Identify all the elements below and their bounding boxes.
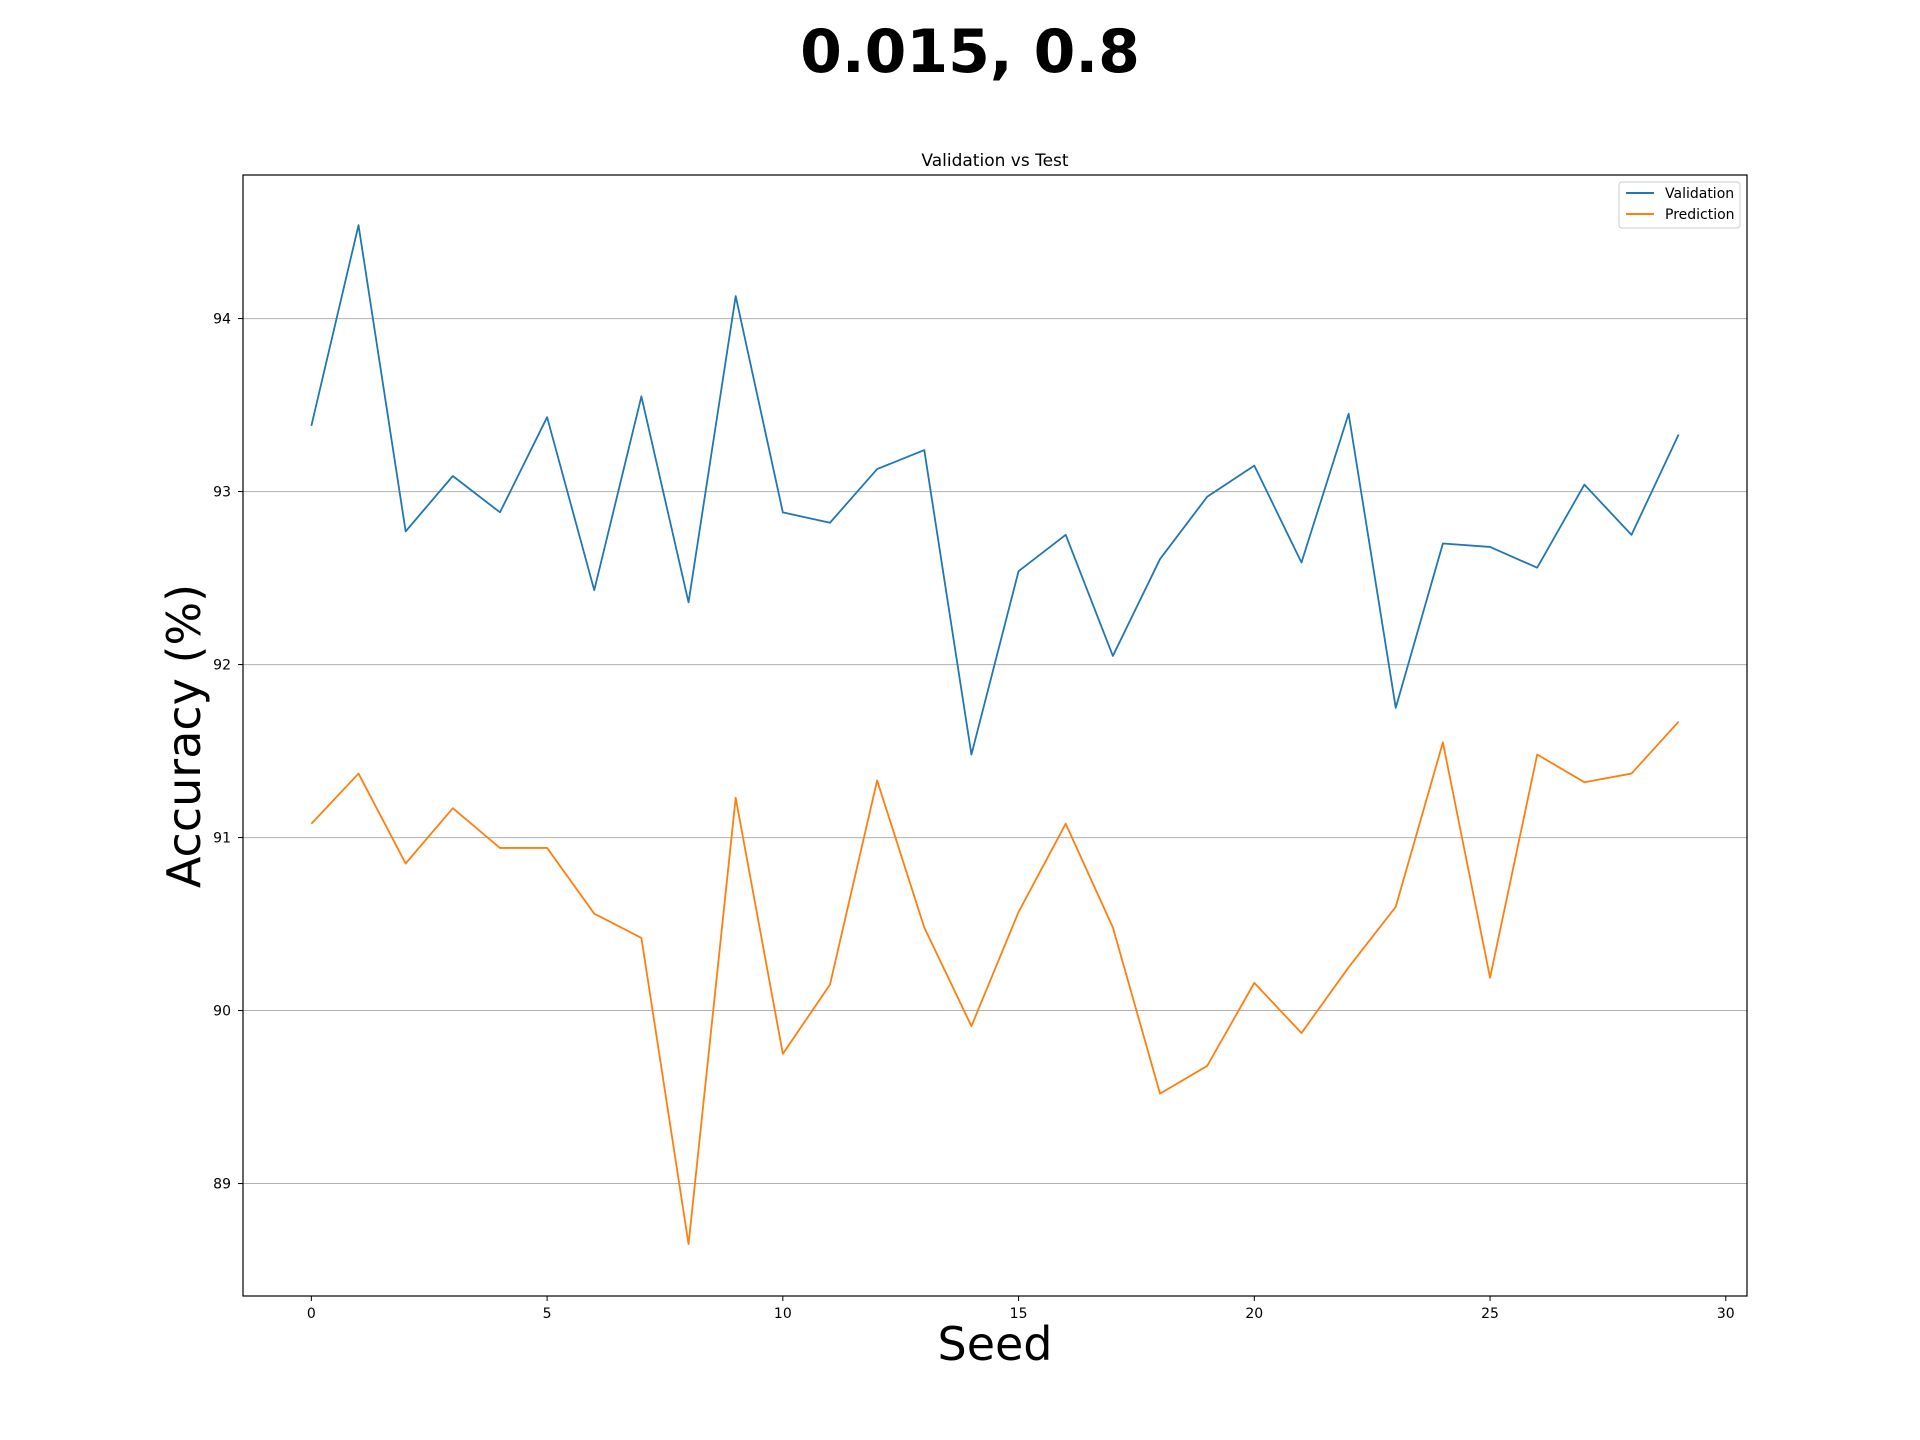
- legend-label-prediction: Prediction: [1665, 207, 1735, 223]
- y-axis-label: Accuracy (%): [157, 584, 211, 888]
- x-tick-label-20: 20: [1245, 1306, 1263, 1322]
- x-tick-label-25: 25: [1481, 1306, 1499, 1322]
- series-line-validation: [310, 224, 1680, 756]
- grid-lines: [243, 318, 1747, 1185]
- x-tick-label-15: 15: [1010, 1306, 1028, 1322]
- y-tick-label-94: 94: [213, 312, 231, 328]
- x-tick-label-0: 0: [307, 1306, 316, 1322]
- x-tick-label-30: 30: [1717, 1306, 1735, 1322]
- y-axis-ticks: 89 90 91 92 93 94: [213, 312, 243, 1193]
- x-tick-label-10: 10: [774, 1306, 792, 1322]
- y-tick-label-93: 93: [213, 485, 231, 501]
- legend-label-validation: Validation: [1665, 186, 1734, 202]
- plot-area-frame: [242, 174, 1748, 1297]
- x-axis-label: Seed: [938, 1317, 1053, 1371]
- chart-title: Validation vs Test: [921, 151, 1068, 171]
- series-line-prediction: [310, 721, 1680, 1245]
- series-lines: [310, 224, 1680, 1245]
- legend: Validation Prediction: [1618, 181, 1741, 229]
- y-tick-label-89: 89: [213, 1177, 231, 1193]
- y-tick-label-91: 91: [213, 831, 231, 847]
- x-tick-label-5: 5: [543, 1306, 552, 1322]
- y-tick-label-90: 90: [213, 1004, 231, 1020]
- figure-suptitle: 0.015, 0.8: [800, 17, 1140, 87]
- x-axis-ticks: 0 5 10 15 20 25 30: [307, 1296, 1735, 1322]
- y-tick-label-92: 92: [213, 658, 231, 674]
